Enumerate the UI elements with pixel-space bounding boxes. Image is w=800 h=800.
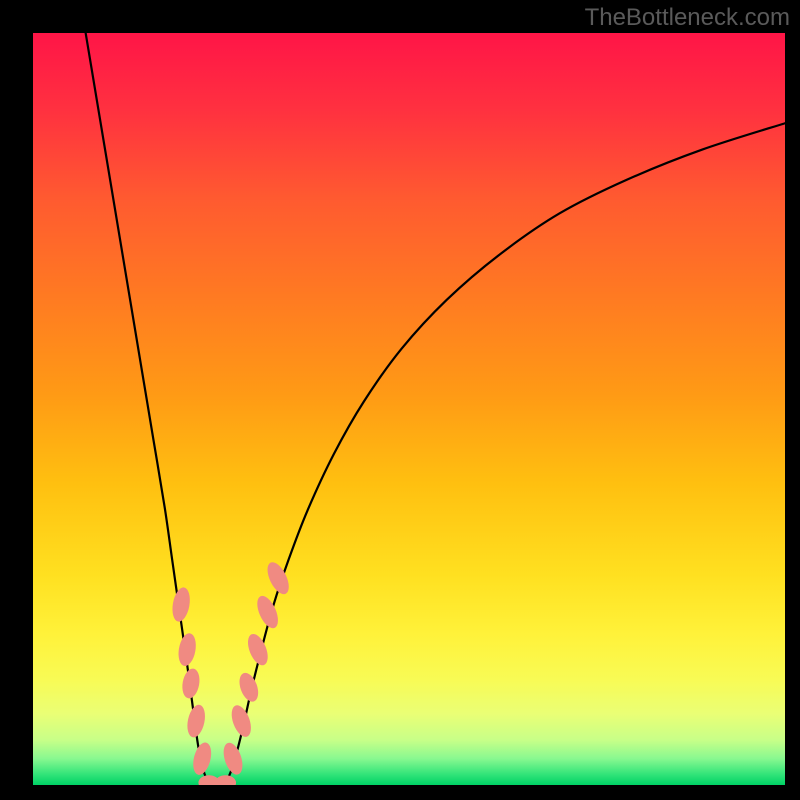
chart-stage: TheBottleneck.com [0, 0, 800, 800]
watermark-text: TheBottleneck.com [585, 4, 790, 32]
plot-background-gradient [33, 33, 785, 785]
chart-plot [33, 33, 785, 785]
